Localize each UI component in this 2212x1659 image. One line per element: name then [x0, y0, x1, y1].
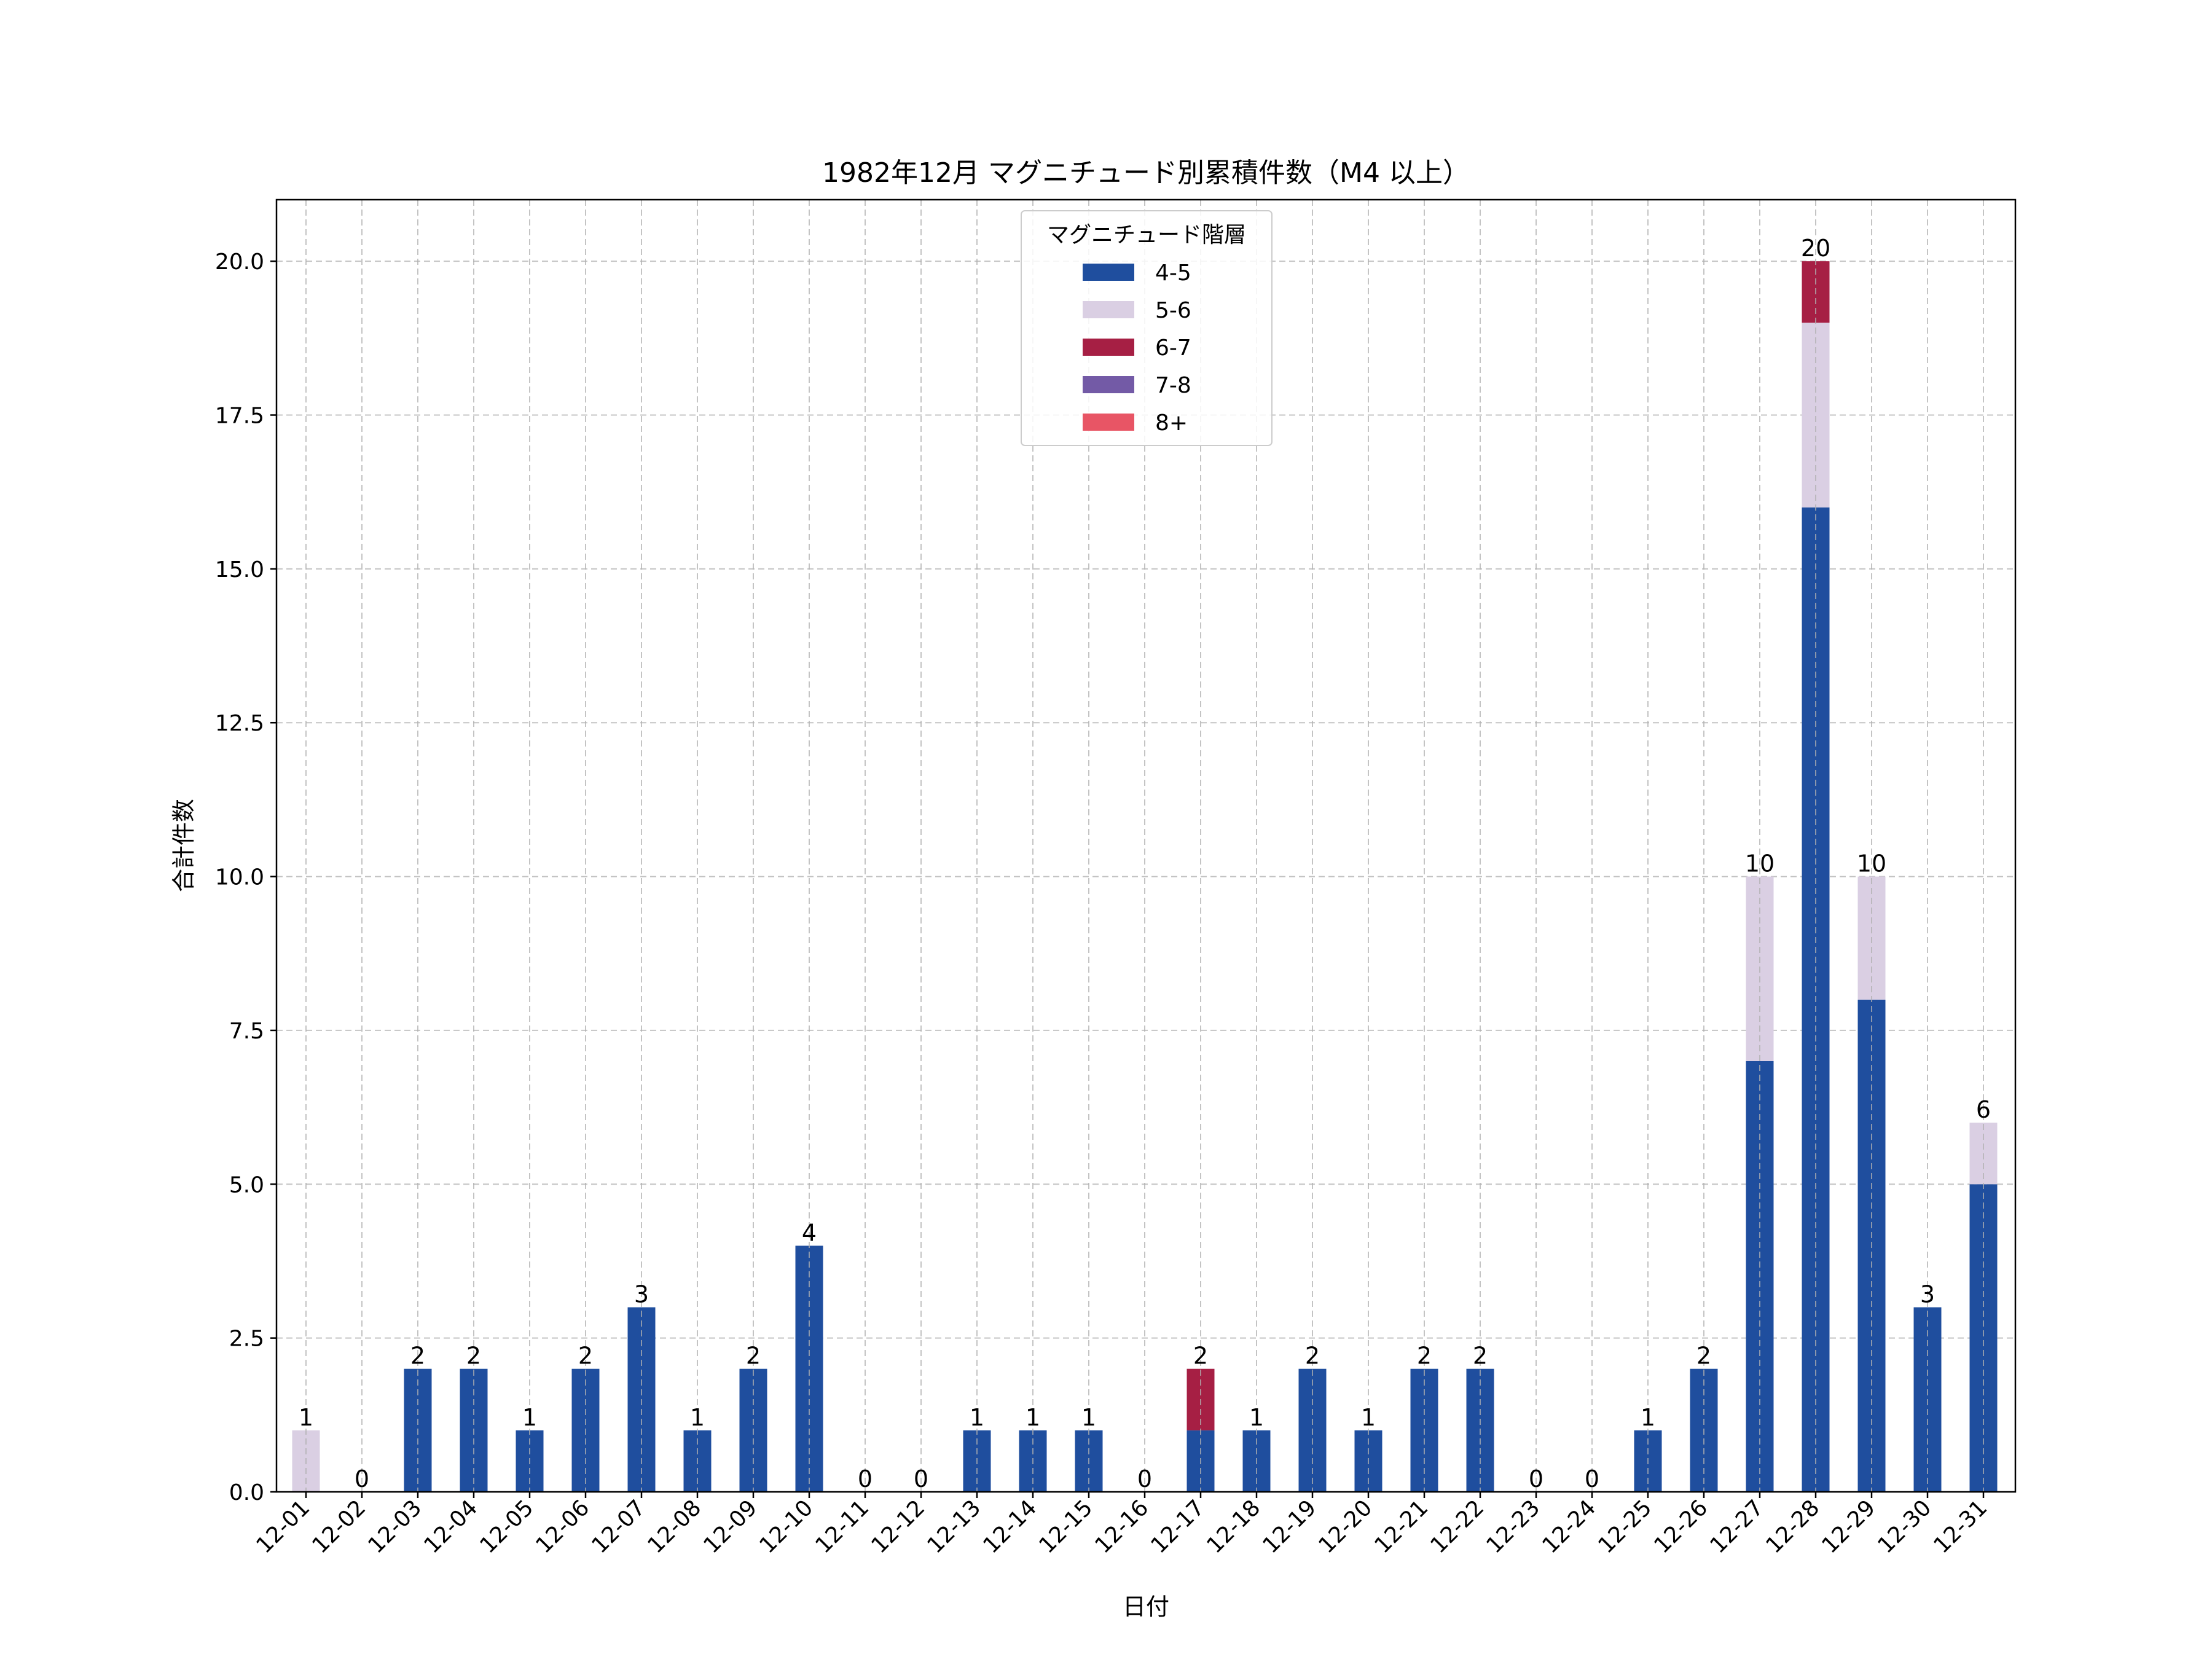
y-tick-label: 15.0 — [215, 557, 264, 582]
plot-frame — [275, 198, 2017, 1493]
x-tick-label: 12-14 — [978, 1495, 1041, 1558]
x-tick-label: 12-21 — [1370, 1495, 1433, 1558]
bar-total-label: 0 — [1585, 1465, 1599, 1492]
bar-total-label: 1 — [970, 1404, 984, 1431]
y-axis-title: 合計件数 — [170, 799, 197, 892]
legend-title: マグニチュード階層 — [1047, 222, 1246, 248]
x-tick-label: 12-29 — [1817, 1495, 1880, 1558]
x-tick-label: 12-22 — [1426, 1495, 1489, 1558]
bar-total-label: 1 — [1249, 1404, 1264, 1431]
legend-items: 4-5 5-6 6-7 7-8 8+ — [1083, 261, 1191, 436]
bar-total-label: 2 — [410, 1343, 425, 1370]
legend-label-5-6: 5-6 — [1155, 298, 1191, 323]
x-tick-label: 12-04 — [419, 1495, 482, 1558]
x-axis-ticks: 12-0112-0212-0312-0412-0512-0612-0712-08… — [251, 1492, 1992, 1558]
x-tick-label: 12-30 — [1873, 1495, 1936, 1558]
x-tick-label: 12-20 — [1314, 1495, 1377, 1558]
bar-total-label: 3 — [1920, 1281, 1935, 1308]
legend-label-6-7: 6-7 — [1155, 335, 1191, 361]
bar-total-label: 0 — [1529, 1465, 1543, 1492]
bar-total-label: 4 — [802, 1219, 817, 1246]
x-tick-label: 12-19 — [1258, 1495, 1321, 1558]
bar-total-label: 2 — [1473, 1343, 1488, 1370]
y-tick-label: 0.0 — [229, 1480, 264, 1505]
y-tick-label: 20.0 — [215, 249, 264, 275]
y-tick-label: 12.5 — [215, 711, 264, 736]
bar-total-label: 0 — [355, 1465, 369, 1492]
vertical-grid-overlay — [305, 200, 1984, 1492]
bar-total-label: 1 — [1641, 1404, 1655, 1431]
bar-segment-4-5 — [1969, 1184, 1998, 1492]
x-tick-label: 12-06 — [531, 1495, 594, 1558]
x-tick-label: 12-28 — [1761, 1495, 1824, 1558]
y-tick-label: 7.5 — [229, 1019, 264, 1044]
x-axis-title: 日付 — [1123, 1593, 1169, 1620]
x-tick-label: 12-31 — [1929, 1495, 1992, 1558]
x-tick-label: 12-16 — [1090, 1495, 1153, 1558]
bar-total-label: 2 — [578, 1343, 593, 1370]
legend-swatch-4-5 — [1083, 264, 1134, 281]
bar-total-label: 1 — [1081, 1404, 1096, 1431]
bar-total-label: 0 — [914, 1465, 928, 1492]
y-tick-label: 5.0 — [229, 1172, 264, 1198]
bar-total-label: 1 — [1361, 1404, 1376, 1431]
legend-label-4-5: 4-5 — [1155, 261, 1191, 286]
legend-swatch-8+ — [1083, 414, 1134, 431]
bar-total-label: 2 — [1417, 1343, 1432, 1370]
x-tick-label: 12-13 — [922, 1495, 986, 1558]
x-tick-label: 12-15 — [1034, 1495, 1097, 1558]
bar-total-label: 2 — [466, 1343, 481, 1370]
bar-total-label: 0 — [858, 1465, 873, 1492]
bar-total-label: 1 — [1026, 1404, 1040, 1431]
x-tick-label: 12-07 — [587, 1495, 650, 1558]
x-tick-label: 12-08 — [643, 1495, 706, 1558]
bar-total-label: 10 — [1857, 850, 1886, 877]
y-axis-ticks: 0.0 2.5 5.0 7.5 10.0 12.5 15.0 17.5 20.0 — [215, 249, 276, 1505]
x-tick-label: 12-24 — [1537, 1495, 1601, 1558]
chart-title: 1982年12月 マグニチュード別累積件数（M4 以上） — [822, 157, 1470, 189]
legend-swatch-6-7 — [1083, 339, 1134, 356]
legend: マグニチュード階層 4-5 5-6 6-7 7-8 8+ — [1021, 210, 1273, 446]
bar-total-label: 1 — [522, 1404, 537, 1431]
y-tick-label: 10.0 — [215, 865, 264, 890]
x-tick-label: 12-03 — [363, 1495, 426, 1558]
x-tick-label: 12-25 — [1593, 1495, 1657, 1558]
legend-swatch-7-8 — [1083, 376, 1134, 393]
legend-label-8+: 8+ — [1155, 410, 1188, 436]
bar-total-label: 2 — [1305, 1343, 1320, 1370]
x-tick-label: 12-12 — [866, 1495, 930, 1558]
bar-total-label: 6 — [1976, 1096, 1991, 1123]
x-tick-label: 12-09 — [699, 1495, 762, 1558]
x-tick-label: 12-27 — [1705, 1495, 1768, 1558]
x-tick-label: 12-17 — [1146, 1495, 1209, 1558]
bar-total-label: 10 — [1745, 850, 1775, 877]
legend-swatch-5-6 — [1083, 301, 1134, 318]
x-tick-label: 12-23 — [1481, 1495, 1545, 1558]
x-tick-label: 12-11 — [810, 1495, 874, 1558]
bar-total-label: 3 — [634, 1281, 649, 1308]
bar-total-label: 0 — [1137, 1465, 1152, 1492]
bar-total-label: 1 — [690, 1404, 705, 1431]
y-tick-label: 17.5 — [215, 404, 264, 429]
y-tick-label: 2.5 — [229, 1327, 264, 1352]
bar-total-label: 2 — [1696, 1343, 1711, 1370]
x-tick-label: 12-10 — [755, 1495, 818, 1558]
bar-total-label: 2 — [746, 1343, 761, 1370]
bar-total-label: 1 — [299, 1404, 313, 1431]
bar-total-label: 2 — [1193, 1343, 1208, 1370]
legend-label-7-8: 7-8 — [1155, 373, 1191, 398]
x-tick-label: 12-18 — [1202, 1495, 1265, 1558]
x-tick-label: 12-02 — [307, 1495, 371, 1558]
x-tick-label: 12-05 — [475, 1495, 538, 1558]
x-tick-label: 12-26 — [1649, 1495, 1712, 1558]
bar-total-label: 20 — [1801, 235, 1830, 262]
